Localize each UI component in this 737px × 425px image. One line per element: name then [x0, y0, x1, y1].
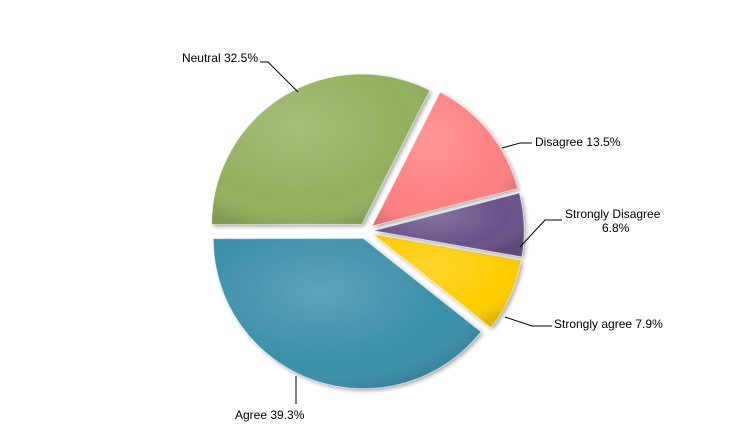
leader-line-strongly-agree [504, 316, 552, 327]
data-label-disagree: Disagree 13.5% [535, 135, 621, 149]
data-label-strongly-agree: Strongly agree 7.9% [554, 317, 663, 331]
pie-labels: Strongly agree 7.9% Agree 39.3% Neutral 32… [182, 51, 663, 422]
pie-slices [211, 73, 525, 389]
data-label-value: 6.8% [602, 221, 630, 235]
leader-line-disagree [501, 142, 532, 149]
data-label-agree: Agree 39.3% [235, 408, 305, 422]
leader-line-strongly-disagree [519, 219, 562, 248]
pie-slice-neutral [211, 73, 431, 225]
pie-slice-strongly-agree [372, 233, 522, 329]
data-label-strongly-disagree: Strongly Disagree 6.8% [565, 207, 661, 235]
pie-slice-agree [212, 238, 482, 389]
leader-line-neutral [260, 61, 299, 93]
data-label-name: Strongly Disagree [565, 207, 661, 221]
pie-slice-disagree [371, 91, 519, 227]
data-label-neutral: Neutral 32.5% [182, 51, 258, 65]
pie-slice-strongly-disagree [373, 192, 525, 258]
